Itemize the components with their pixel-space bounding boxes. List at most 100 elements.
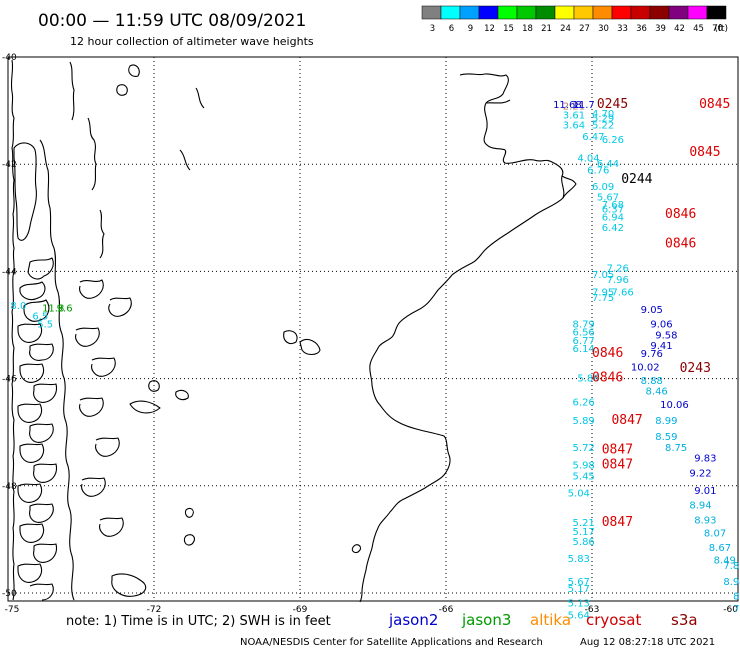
color-legend: 3 6 9 12 15 18 21 24 27 30 33 36 39 42 45 70 (ft) (421, 5, 728, 34)
wave-height-label: 6.47 (582, 132, 604, 143)
pass-time-label: 0243 (680, 361, 711, 376)
wave-height-label: 8.59 (655, 432, 677, 443)
pass-time-label: 0846 (665, 207, 696, 222)
wave-height-label: 6.76 (587, 165, 609, 176)
wave-height-label: 4.70 (592, 109, 614, 120)
wave-height-label: 6.26 (602, 135, 624, 146)
wave-height-label: 9.58 (655, 330, 677, 341)
wave-height-label: 6.94 (602, 212, 624, 223)
legend-swatch (440, 5, 461, 20)
legend-bin-label: 39 (655, 24, 666, 34)
wave-height-label: 9.05 (641, 305, 663, 316)
chile-mainland (39, 139, 75, 601)
legend-swatch (668, 5, 689, 20)
satellite-legend-cryosat: cryosat (586, 611, 641, 629)
wave-height-label: 11.68 (553, 100, 582, 111)
y-tick-label: -44 (2, 267, 17, 277)
valdes-peninsula (561, 175, 577, 199)
legend-swatch (535, 5, 556, 20)
wave-height-label: 8.46 (646, 387, 668, 398)
footer-note: note: 1) Time is in UTC; 2) SWH is in fe… (66, 614, 331, 629)
legend-swatch (592, 5, 613, 20)
legend-unit: (ft) (714, 24, 728, 34)
y-tick-label: -48 (2, 482, 17, 492)
y-tick-label: -40 (2, 53, 17, 63)
legend-swatch (421, 5, 442, 20)
wave-height-label: 7.66 (611, 288, 633, 299)
legend-bin-label: 36 (636, 24, 647, 34)
wave-height-label: 8.0 (10, 301, 26, 312)
wave-height-label: 5.17 (573, 527, 595, 538)
satellite-legend-s3a: s3a (671, 611, 698, 629)
wave-height-label: 5.13 (568, 598, 590, 609)
footer-timestamp: Aug 12 08:27:18 UTC 2021 (580, 637, 715, 648)
x-tick-label: -60 (723, 605, 738, 615)
wave-height-label: 6.77 (573, 336, 595, 347)
wave-height-label: 5.72 (573, 443, 595, 454)
legend-swatch (459, 5, 480, 20)
wave-height-label: 7.26 (607, 263, 629, 274)
legend-swatch (573, 5, 594, 20)
y-tick-label: -46 (2, 375, 17, 385)
legend-bin-label: 9 (468, 24, 473, 34)
wave-height-label: 5.29 (592, 113, 614, 124)
wave-height-label: 7.05 (592, 270, 614, 281)
wave-height-label: 7.95 (592, 288, 614, 299)
pass-time-label: 0845 (689, 145, 720, 160)
chart-subtitle: 12 hour collection of altimeter wave hei… (70, 35, 314, 48)
wave-height-label: 4.04 (577, 154, 599, 165)
legend-swatch (630, 5, 651, 20)
wave-height-label: 5.45 (573, 471, 595, 482)
wave-height-label: 8.49 (714, 556, 736, 567)
wave-height-label: 5.98 (573, 461, 595, 472)
legend-swatch (687, 5, 708, 20)
legend-swatch (497, 5, 518, 20)
wave-height-label: 3.61 (563, 111, 585, 122)
wave-height-label: 7.75 (592, 293, 614, 304)
wave-height-label: 8.99 (655, 416, 677, 427)
wave-height-label: 5.22 (592, 120, 614, 131)
wave-height-label: 6.5 (32, 312, 48, 323)
wave-height-label: 8.88 (641, 376, 663, 387)
legend-bin-label: 27 (579, 24, 590, 34)
wave-height-label: 5.83 (568, 554, 590, 565)
legend-swatch (706, 5, 727, 20)
wave-height-label: 5.67 (597, 193, 619, 204)
wave-height-label: 8.94 (723, 577, 740, 588)
wave-height-label: 3.64 (563, 120, 585, 131)
y-tick-label: -42 (2, 160, 17, 170)
coastline (10, 59, 577, 603)
wave-height-label: 6.44 (597, 159, 619, 170)
legend-swatch (649, 5, 670, 20)
wave-height-label: 5.17 (568, 584, 590, 595)
wave-height-label: 8.94 (689, 500, 711, 511)
legend-swatch (611, 5, 632, 20)
wave-height-label: 11.7 (573, 100, 595, 111)
legend-bin-label: 21 (541, 24, 552, 34)
wave-height-label: 5.21 (573, 518, 595, 529)
wave-height-label: 9.6 (57, 304, 73, 315)
pass-time-label: 0847 (602, 443, 633, 458)
x-tick-label: -75 (5, 605, 20, 615)
wave-height-label: 9.22 (689, 469, 711, 480)
wave-height-label: 8.30 (733, 591, 740, 602)
pass-time-label: 0245 (597, 97, 628, 112)
wave-height-label: 5.67 (568, 577, 590, 588)
pass-time-label: 0244 (621, 172, 652, 187)
wave-height-label: 10.06 (660, 400, 689, 411)
wave-height-label: 9.41 (650, 341, 672, 352)
legend-bin-label: 33 (617, 24, 628, 34)
legend-bin-label: 3 (430, 24, 435, 34)
chile-west-coast (10, 59, 15, 601)
chart-title: 00:00 — 11:59 UTC 08/09/2021 (38, 11, 306, 31)
wave-height-label: 5.89 (573, 416, 595, 427)
footer-credit: NOAA/NESDIS Center for Satellite Applica… (240, 637, 543, 648)
wave-height-label: 6.56 (573, 328, 595, 339)
legend-swatch (478, 5, 499, 20)
wave-height-label: 6.14 (573, 344, 595, 355)
legend-bin-label: 18 (522, 24, 533, 34)
legend-bin-label: 24 (560, 24, 571, 34)
satellite-legend-jason2: jason2 (388, 611, 438, 629)
pass-time-label: 0846 (592, 346, 623, 361)
